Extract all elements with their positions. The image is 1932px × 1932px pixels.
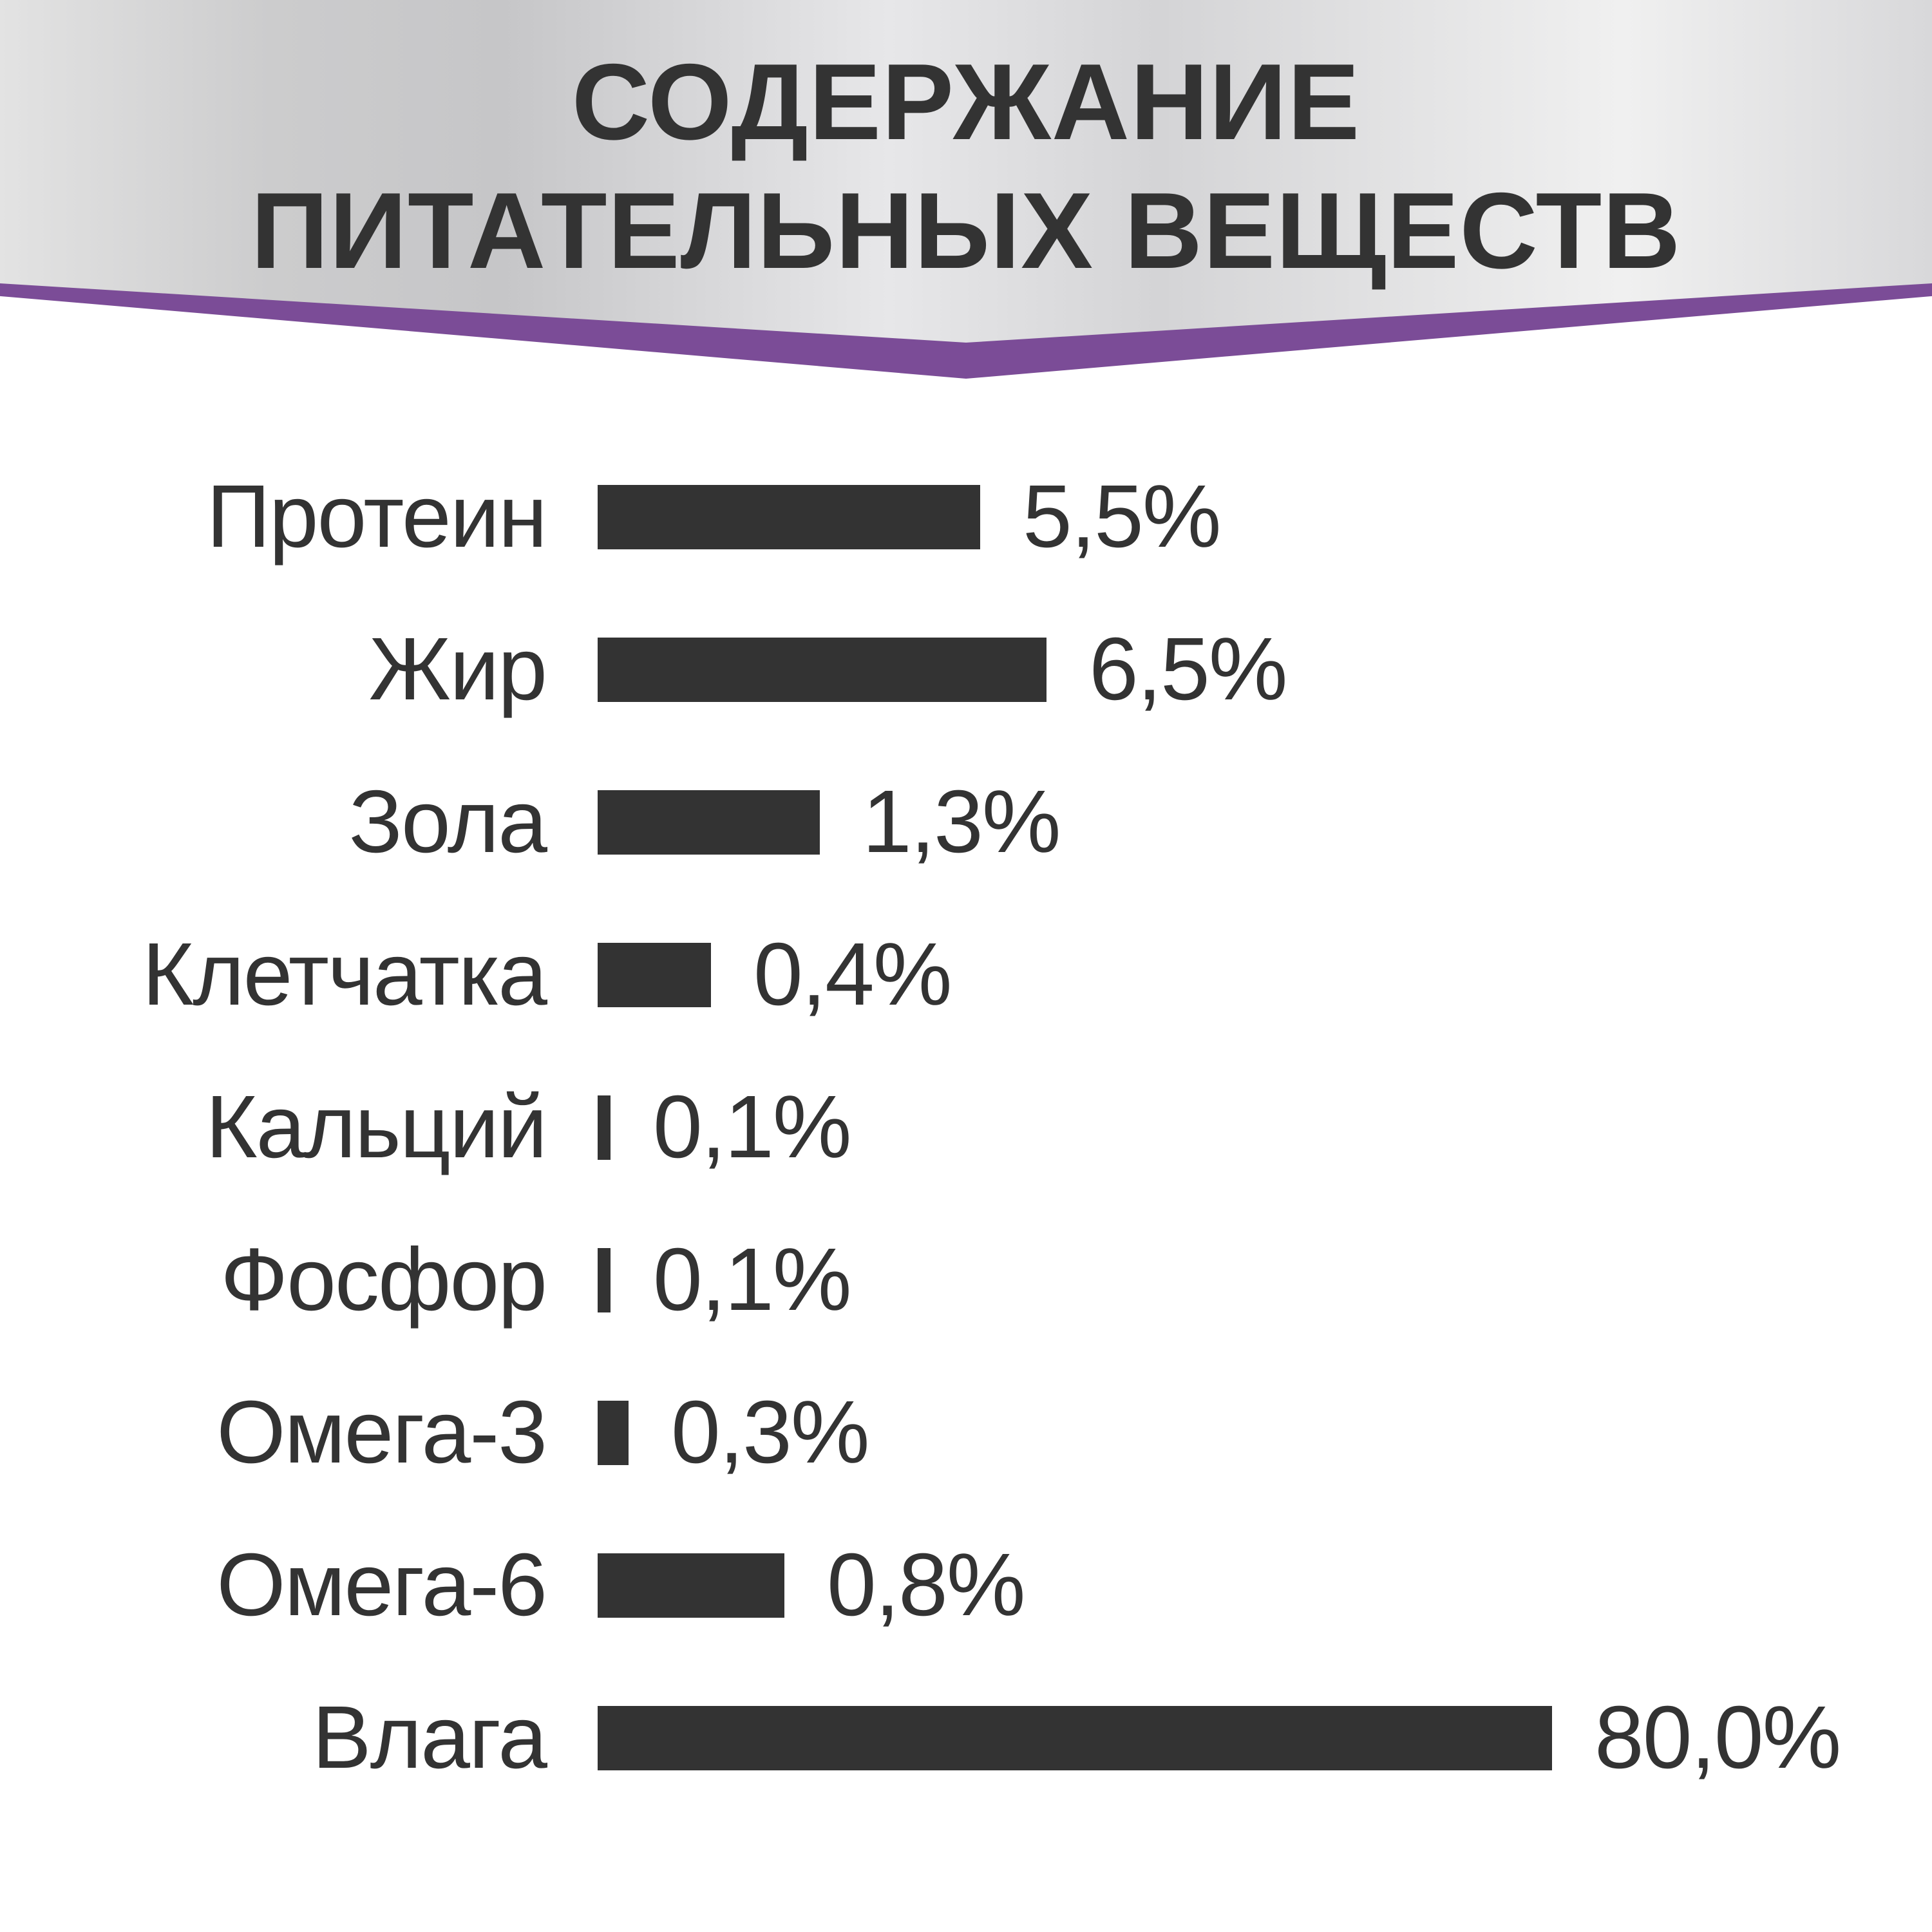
nutrient-label: Кальций	[205, 1077, 547, 1177]
header-banner	[0, 0, 1932, 343]
nutrient-bar	[598, 1705, 1552, 1770]
nutrient-label: Фосфор	[220, 1230, 547, 1329]
chart-row: Клетчатка 0,4%	[0, 898, 1932, 1051]
nutrient-value: 0,8%	[827, 1535, 1026, 1634]
nutrient-value: 80,0%	[1595, 1688, 1841, 1787]
nutrient-bar	[598, 1247, 611, 1312]
nutrient-value: 6,5%	[1089, 620, 1288, 719]
title-line-2: ПИТАТЕЛЬНЫХ ВЕЩЕСТВ	[251, 170, 1681, 291]
chart-row: Протеин 5,5%	[0, 440, 1932, 593]
nutrient-bar	[598, 637, 1046, 702]
nutrient-bar	[598, 942, 711, 1007]
nutrient-bar	[598, 1553, 784, 1618]
page-title: СОДЕРЖАНИЕ ПИТАТЕЛЬНЫХ ВЕЩЕСТВ	[0, 37, 1932, 295]
chart-row: Жир 6,5%	[0, 593, 1932, 746]
nutrient-value: 1,3%	[862, 772, 1061, 871]
nutrient-value: 0,1%	[653, 1230, 852, 1329]
nutrient-bar	[598, 484, 980, 549]
nutrient-label: Клетчатка	[142, 925, 547, 1024]
nutrient-label: Омега-3	[216, 1383, 547, 1482]
chart-row: Зола 1,3%	[0, 746, 1932, 898]
nutrient-bar	[598, 1095, 611, 1160]
title-line-1: СОДЕРЖАНИЕ	[571, 41, 1361, 162]
nutrient-value: 0,1%	[653, 1077, 852, 1177]
nutrient-label: Протеин	[206, 467, 547, 566]
nutrient-bar	[598, 1400, 629, 1465]
nutrient-value: 0,4%	[753, 925, 952, 1024]
nutrient-bar-chart: Протеин 5,5% Жир 6,5% Зола 1,3% Клетчатка 0,4% К…	[0, 440, 1932, 1814]
nutrient-label: Зола	[348, 772, 547, 871]
chart-row: Омега-3 0,3%	[0, 1356, 1932, 1509]
nutrient-label: Омега-6	[216, 1535, 547, 1634]
nutrient-bar	[598, 790, 820, 855]
chart-row: Влага 80,0%	[0, 1662, 1932, 1814]
nutrient-label: Жир	[368, 620, 547, 719]
nutrient-value: 0,3%	[671, 1383, 870, 1482]
chart-row: Омега-6 0,8%	[0, 1509, 1932, 1662]
chart-row: Фосфор 0,1%	[0, 1204, 1932, 1356]
nutrient-label: Влага	[312, 1688, 547, 1787]
nutrient-value: 5,5%	[1023, 467, 1222, 566]
chart-row: Кальций 0,1%	[0, 1051, 1932, 1204]
